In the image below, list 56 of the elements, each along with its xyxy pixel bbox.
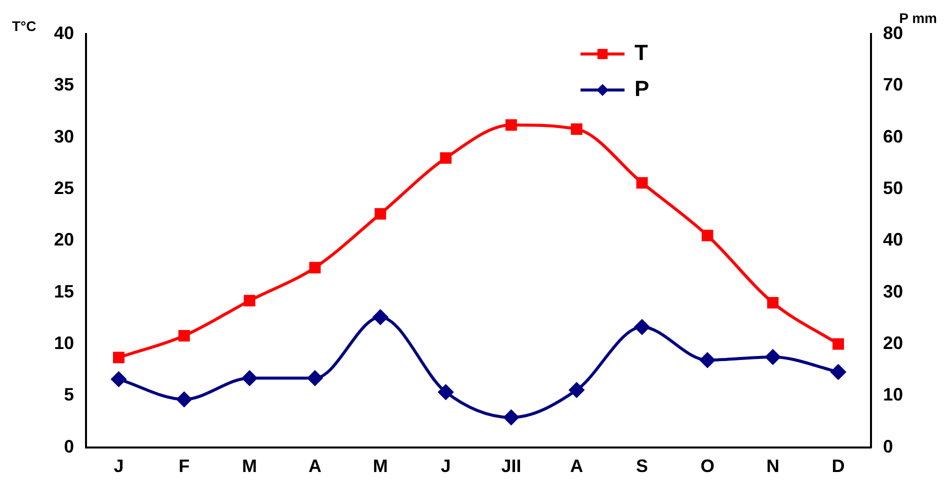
- y2-tick-label: 40: [882, 230, 904, 250]
- point: [765, 349, 780, 364]
- y-tick-label: 20: [54, 230, 74, 250]
- point: [242, 370, 258, 386]
- point: [176, 392, 192, 407]
- y2-tick-label: 30: [882, 281, 904, 302]
- point: [832, 338, 844, 350]
- point: [570, 123, 582, 135]
- x-tick-label: O: [700, 456, 714, 476]
- y2-tick-label: 70: [882, 74, 904, 95]
- point: [702, 230, 714, 242]
- x-tick-label: D: [832, 456, 845, 476]
- point: [374, 208, 386, 220]
- y-tick-label: 10: [54, 333, 74, 354]
- point: [112, 352, 124, 364]
- x-tick-label: JII: [501, 456, 522, 476]
- y-tick-label: 30: [54, 126, 74, 146]
- point: [830, 364, 846, 380]
- y-tick-label: 0: [64, 436, 74, 456]
- point: [178, 330, 190, 342]
- y2-tick-label: 50: [882, 178, 904, 198]
- x-tick-label: A: [570, 456, 584, 476]
- point: [309, 262, 321, 274]
- x-tick-label: J: [114, 456, 124, 476]
- x-tick-label: A: [308, 456, 322, 476]
- legend-label: T: [634, 40, 649, 66]
- y-tick-label: 15: [54, 281, 74, 302]
- y-tick-label: 35: [54, 74, 74, 95]
- x-tick-label: J: [440, 456, 451, 476]
- point: [767, 296, 779, 308]
- point: [504, 410, 519, 425]
- point: [700, 352, 715, 368]
- y2-tick-label: 60: [882, 126, 904, 146]
- y2-tick-label: 0: [882, 436, 893, 456]
- y-tick-label: 25: [54, 178, 74, 198]
- point: [636, 177, 648, 189]
- x-tick-label: M: [242, 456, 258, 476]
- x-tick-label: N: [766, 456, 780, 476]
- x-tick-label: F: [178, 456, 190, 476]
- x-tick-label: M: [372, 456, 388, 476]
- point: [505, 119, 517, 131]
- point: [634, 320, 650, 334]
- point: [244, 294, 256, 306]
- point: [569, 382, 584, 398]
- y-axis-title: T°C: [12, 18, 36, 34]
- y2-tick-label: 20: [882, 333, 904, 354]
- y2-tick-label: 10: [882, 384, 904, 405]
- x-tick-label: S: [636, 456, 648, 476]
- point: [372, 310, 388, 325]
- point: [440, 152, 452, 164]
- legend-label: P: [634, 76, 650, 102]
- point: [438, 384, 454, 400]
- point: [111, 372, 126, 387]
- y-tick-label: 40: [54, 22, 74, 43]
- point: [307, 370, 322, 386]
- y-tick-label: 5: [64, 384, 74, 405]
